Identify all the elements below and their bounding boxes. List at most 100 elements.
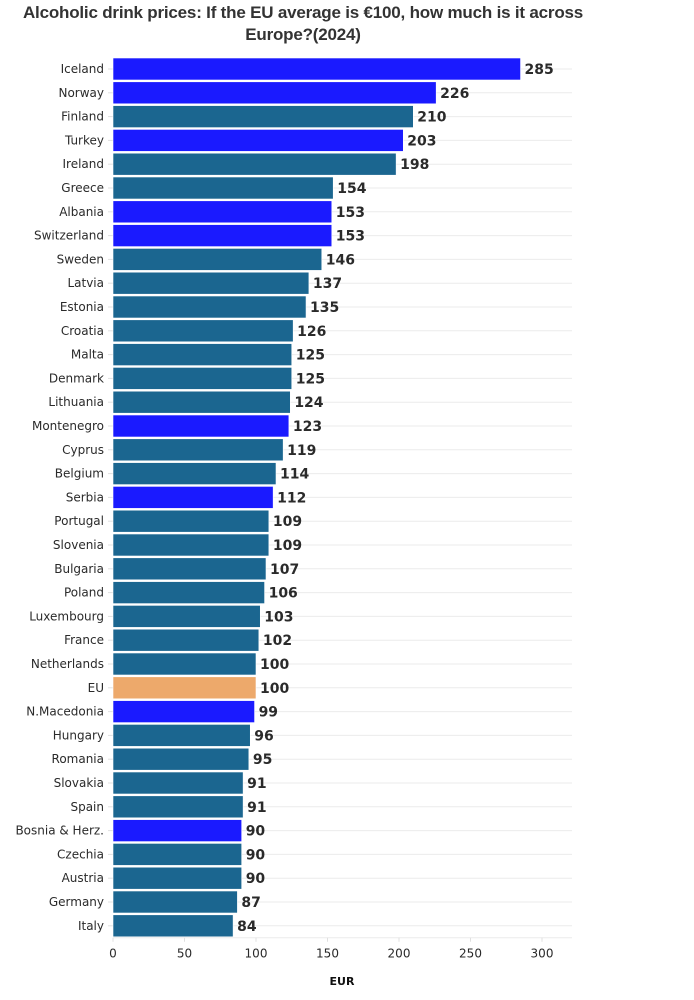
bar-lithuania [112, 390, 291, 414]
bar-portugal [112, 509, 270, 533]
value-label: 203 [407, 133, 436, 149]
bar-denmark [112, 367, 293, 390]
x-tick-label: 150 [316, 947, 339, 961]
value-label: 226 [440, 86, 469, 102]
bar-hungary [112, 724, 251, 747]
bar-ireland [112, 152, 397, 176]
x-tick-label: 200 [388, 947, 411, 961]
bar-turkey [112, 129, 404, 152]
x-axis-ticks: 0 50 100 150 200 250 300 [109, 937, 554, 961]
category-label: Iceland [61, 62, 104, 76]
bar-slovakia [112, 771, 244, 795]
category-label: Slovakia [54, 776, 104, 790]
bar-latvia [112, 271, 310, 295]
category-label: France [64, 633, 104, 647]
category-label: Latvia [67, 276, 104, 290]
value-label: 119 [287, 443, 316, 459]
value-label: 100 [260, 681, 289, 697]
bar-bosnia-herz- [112, 819, 242, 842]
value-label: 103 [264, 609, 293, 625]
bar-netherlands [112, 652, 257, 676]
category-label: Bulgaria [54, 562, 104, 576]
bar-cyprus [112, 438, 284, 462]
category-label: Turkey [64, 133, 104, 147]
value-label: 153 [336, 205, 365, 221]
category-label: Serbia [66, 490, 104, 504]
bar-norway [112, 81, 437, 105]
bar-austria [112, 866, 242, 890]
category-label: Bosnia & Herz. [15, 824, 104, 838]
value-label: 99 [259, 705, 278, 721]
value-label: 285 [525, 62, 554, 78]
bar-croatia [112, 319, 294, 343]
x-tick-label: 100 [245, 947, 268, 961]
value-label: 90 [246, 824, 266, 840]
value-label: 109 [273, 514, 302, 530]
bar-france [112, 628, 260, 652]
value-label: 91 [247, 800, 266, 816]
bar-slovenia [112, 533, 270, 557]
value-label: 106 [269, 586, 298, 602]
category-label: Netherlands [31, 657, 104, 671]
value-label: 87 [241, 895, 260, 911]
category-label: Finland [61, 110, 104, 124]
value-labels: 285 226 210 203 198 154 153 153 146 137 135 126 125 1… [237, 62, 554, 935]
category-label: Estonia [60, 300, 104, 314]
category-label: Lithuania [48, 395, 104, 409]
bar-albania [112, 200, 333, 224]
bar-finland [112, 105, 414, 128]
value-label: 90 [246, 847, 266, 863]
category-label: EU [88, 681, 104, 695]
value-label: 125 [296, 348, 325, 364]
bar-romania [112, 747, 250, 771]
bar-switzerland [112, 224, 333, 247]
category-label: Portugal [54, 514, 104, 528]
category-label: Germany [49, 895, 104, 909]
category-label: Albania [59, 205, 104, 219]
category-label: Cyprus [62, 443, 104, 457]
value-label: 90 [246, 871, 266, 887]
value-label: 198 [400, 157, 429, 173]
chart-title: Alcoholic drink prices: If the EU averag… [22, 3, 584, 44]
bar-poland [112, 581, 265, 604]
category-label: Croatia [61, 324, 104, 338]
value-label: 91 [247, 776, 266, 792]
category-label: Ireland [62, 157, 104, 171]
category-label: Czechia [57, 847, 104, 861]
x-tick-label: 250 [459, 947, 482, 961]
category-label: Belgium [55, 467, 104, 481]
value-label: 84 [237, 919, 257, 935]
bar-spain [112, 795, 244, 819]
bars [112, 57, 521, 938]
category-label: Switzerland [34, 229, 104, 243]
value-label: 102 [263, 633, 292, 649]
category-label: Denmark [49, 371, 104, 385]
bar-sweden [112, 248, 323, 271]
value-label: 135 [310, 300, 339, 316]
value-label: 95 [253, 752, 272, 768]
category-label: Austria [62, 871, 104, 885]
bar-eu [112, 676, 257, 700]
bar-belgium [112, 462, 277, 485]
x-tick-label: 0 [109, 947, 117, 961]
x-tick-label: 300 [531, 947, 554, 961]
bar-bulgaria [112, 557, 267, 581]
value-label: 125 [296, 371, 325, 387]
category-label: Luxembourg [29, 609, 104, 623]
bar-malta [112, 343, 293, 366]
category-label: Hungary [53, 728, 104, 742]
bar-iceland [112, 57, 521, 81]
value-label: 146 [326, 252, 355, 268]
value-label: 96 [254, 728, 273, 744]
x-axis-title: EUR [330, 975, 355, 988]
category-label: Montenegro [32, 419, 104, 433]
value-label: 100 [260, 657, 289, 673]
value-label: 126 [297, 324, 326, 340]
category-label: Spain [70, 800, 104, 814]
value-label: 109 [273, 538, 302, 554]
category-label: N.Macedonia [26, 705, 104, 719]
value-label: 153 [336, 229, 365, 245]
category-label: Greece [61, 181, 104, 195]
category-label: Poland [64, 586, 104, 600]
